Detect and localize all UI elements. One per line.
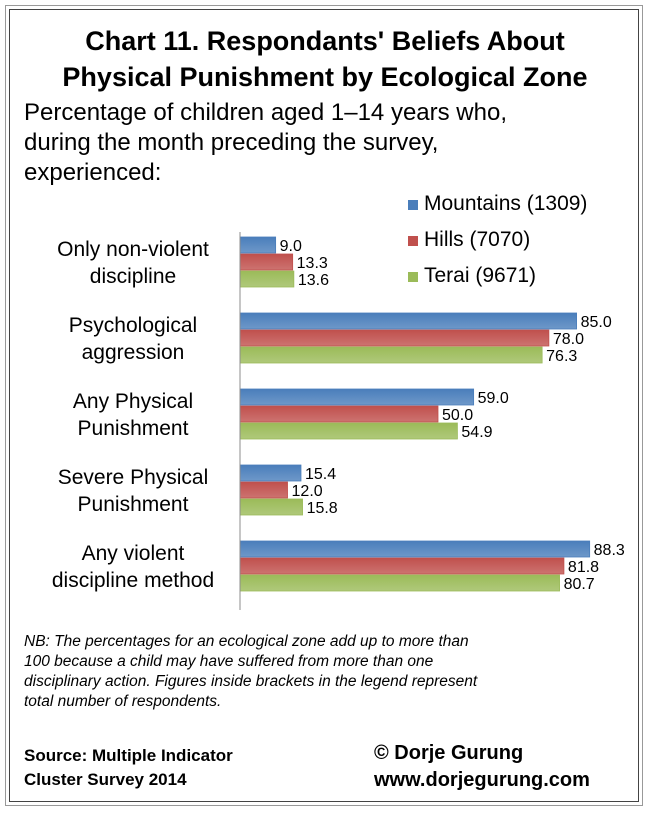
category-label: Punishment — [78, 417, 189, 440]
data-label: 85.0 — [581, 314, 612, 331]
bar — [239, 270, 295, 288]
footnote-line: total number of respondents. — [24, 693, 222, 710]
data-label: 12.0 — [292, 483, 323, 500]
source-line-1: Source: Multiple Indicator — [24, 746, 233, 765]
bar — [239, 405, 439, 423]
source-line-2: Cluster Survey 2014 — [24, 770, 187, 789]
category-label: Only non-violent — [57, 238, 209, 261]
bar — [239, 574, 560, 592]
bar — [239, 540, 591, 558]
legend-label: Terai (9671) — [424, 264, 536, 287]
data-label: 78.0 — [553, 331, 584, 348]
category-label: Punishment — [78, 493, 189, 516]
chart-subtitle-line-2: during the month preceding the survey, — [24, 129, 439, 156]
data-label: 15.8 — [307, 500, 338, 517]
legend-swatch — [408, 272, 418, 282]
bar — [239, 253, 294, 271]
footnote-line: disciplinary action. Figures inside brac… — [24, 673, 478, 690]
data-label: 54.9 — [461, 424, 492, 441]
legend-label: Hills (7070) — [424, 228, 530, 251]
legend-label: Mountains (1309) — [424, 192, 587, 215]
data-label: 13.6 — [298, 272, 329, 289]
data-label: 59.0 — [478, 390, 509, 407]
website-credit: www.dorjegurung.com — [374, 769, 590, 791]
bar — [239, 312, 578, 330]
bar — [239, 388, 475, 406]
bar — [239, 329, 550, 347]
bar — [239, 346, 543, 364]
data-label: 15.4 — [305, 466, 336, 483]
bar — [239, 464, 302, 482]
footnote-line: 100 because a child may have suffered fr… — [24, 653, 434, 670]
legend-swatch — [408, 200, 418, 210]
data-label: 80.7 — [564, 576, 595, 593]
bar — [239, 481, 288, 499]
category-label: aggression — [82, 341, 185, 364]
data-label: 76.3 — [546, 348, 577, 365]
chart-title-line-1: Chart 11. Respondants' Beliefs About — [85, 26, 565, 56]
data-label: 13.3 — [297, 255, 328, 272]
category-label: Severe Physical — [58, 466, 209, 489]
copyright-credit: © Dorje Gurung — [374, 742, 524, 764]
category-label: discipline — [90, 265, 176, 288]
data-label: 81.8 — [568, 559, 599, 576]
chart-title-line-2: Physical Punishment by Ecological Zone — [62, 62, 588, 92]
category-label: Any violent — [82, 542, 185, 565]
chart-subtitle-line-3: experienced: — [24, 159, 162, 186]
footnote-line: NB: The percentages for an ecological zo… — [24, 633, 469, 650]
footnote: NB: The percentages for an ecological zo… — [24, 632, 634, 712]
bar — [239, 498, 303, 516]
data-label: 88.3 — [594, 542, 625, 559]
category-label: Psychological — [69, 314, 197, 337]
chart-frame — [9, 9, 639, 802]
bar — [239, 422, 458, 440]
category-label: Any Physical — [73, 390, 193, 413]
legend-swatch — [408, 236, 418, 246]
chart-subtitle-line-1: Percentage of children aged 1–14 years w… — [24, 99, 507, 126]
bar — [239, 557, 565, 575]
category-label: discipline method — [52, 569, 214, 592]
data-label: 50.0 — [442, 407, 473, 424]
data-label: 9.0 — [280, 238, 302, 255]
bar — [239, 236, 277, 254]
